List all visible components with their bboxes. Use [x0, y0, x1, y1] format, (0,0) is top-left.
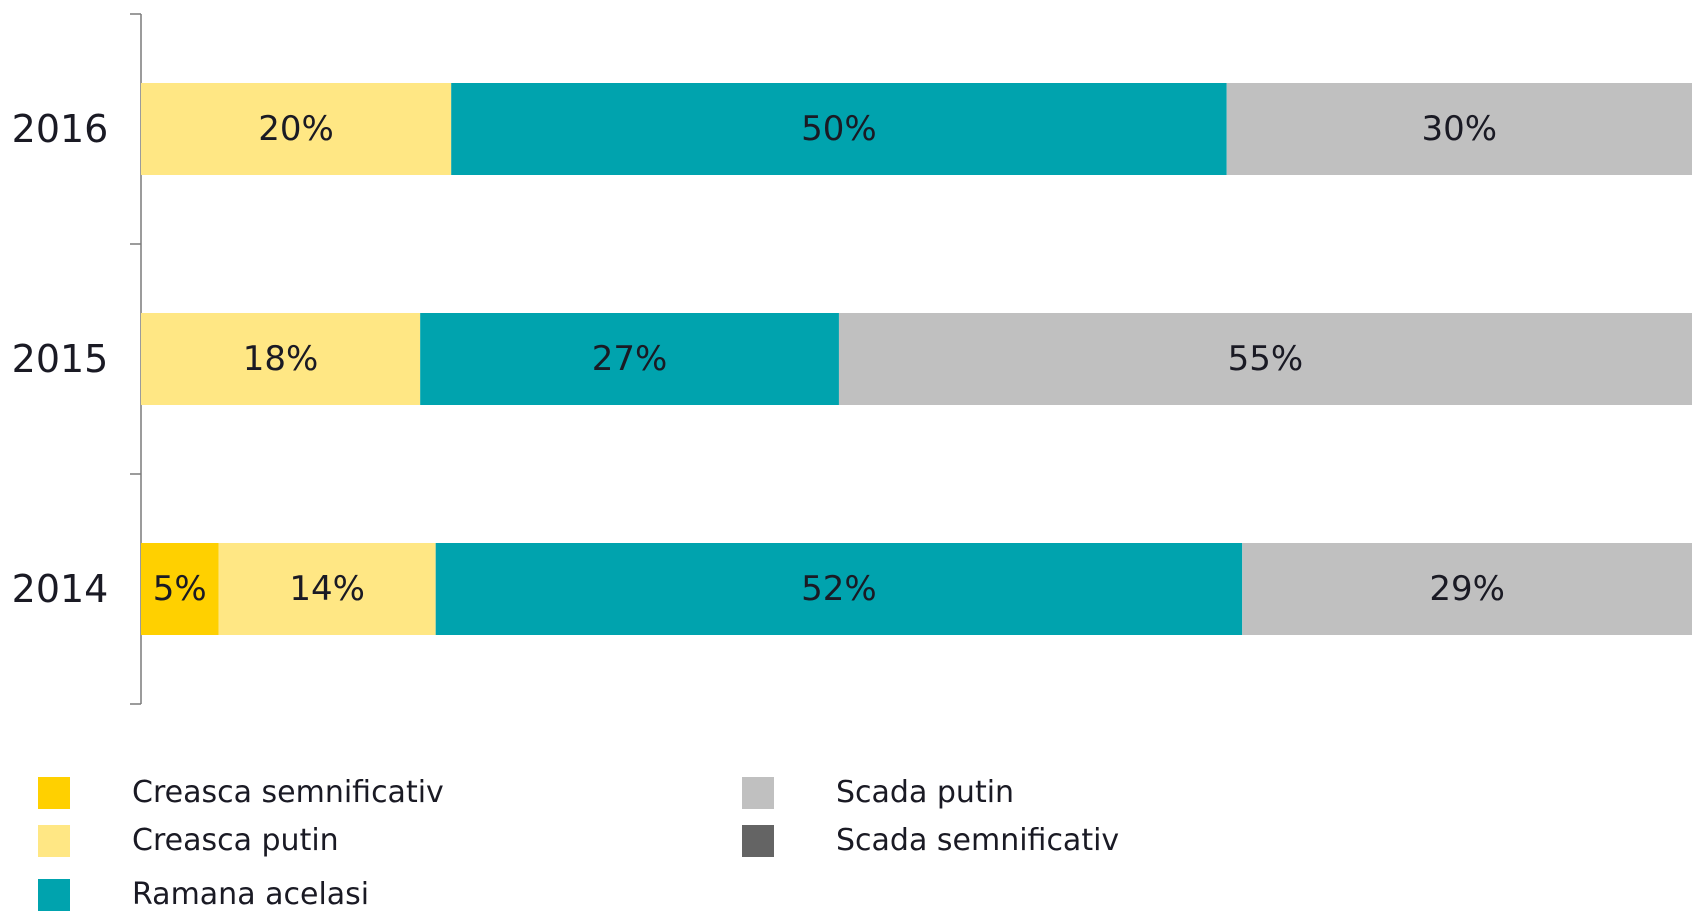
data-label: 29% — [1429, 569, 1505, 609]
legend-label: Creasca semnificativ — [132, 775, 444, 810]
bar-segment — [1242, 543, 1692, 635]
bar-segment — [141, 83, 452, 175]
legend-label: Creasca putin — [132, 823, 339, 858]
legend-label: Scada semnificativ — [836, 823, 1120, 858]
legend-swatch — [742, 776, 774, 809]
data-label: 20% — [258, 109, 334, 149]
legend-item: Creasca semnificativ — [38, 775, 444, 810]
data-label: 55% — [1228, 339, 1304, 379]
bar-segment — [838, 313, 1692, 405]
legend-label: Ramana acelasi — [132, 877, 370, 912]
bar-segment — [1226, 83, 1692, 175]
legend-swatch — [38, 776, 70, 809]
bars — [141, 83, 1692, 635]
y-axis — [130, 13, 142, 705]
bar-segment — [451, 83, 1227, 175]
data-label: 30% — [1422, 109, 1498, 149]
data-labels: 20% 50% 30% 18% 27% 55% 5% 14% 52% 29% — [153, 109, 1505, 609]
bar-segment — [420, 313, 839, 405]
data-label: 18% — [243, 339, 319, 379]
legend-item: Scada putin — [742, 775, 1014, 810]
bar-segment — [435, 543, 1243, 635]
legend-swatch — [38, 824, 70, 857]
data-label: 14% — [289, 569, 365, 609]
bar-segment — [218, 543, 436, 635]
legend-item: Ramana acelasi — [38, 877, 369, 912]
data-label: 27% — [592, 339, 668, 379]
category-label: 2014 — [12, 567, 109, 611]
category-labels: 2016 2015 2014 — [12, 107, 109, 611]
category-label: 2015 — [12, 337, 109, 381]
data-label: 52% — [801, 569, 877, 609]
legend-item: Creasca putin — [38, 823, 339, 858]
data-label: 50% — [801, 109, 877, 149]
bar-segment — [141, 313, 421, 405]
legend-item: Scada semnificativ — [742, 823, 1119, 858]
data-label: 5% — [153, 569, 207, 609]
bar-segment — [141, 543, 219, 635]
category-label: 2016 — [12, 107, 109, 151]
legend-swatch — [742, 824, 774, 857]
legend-label: Scada putin — [836, 775, 1015, 810]
legend-swatch — [38, 878, 70, 911]
